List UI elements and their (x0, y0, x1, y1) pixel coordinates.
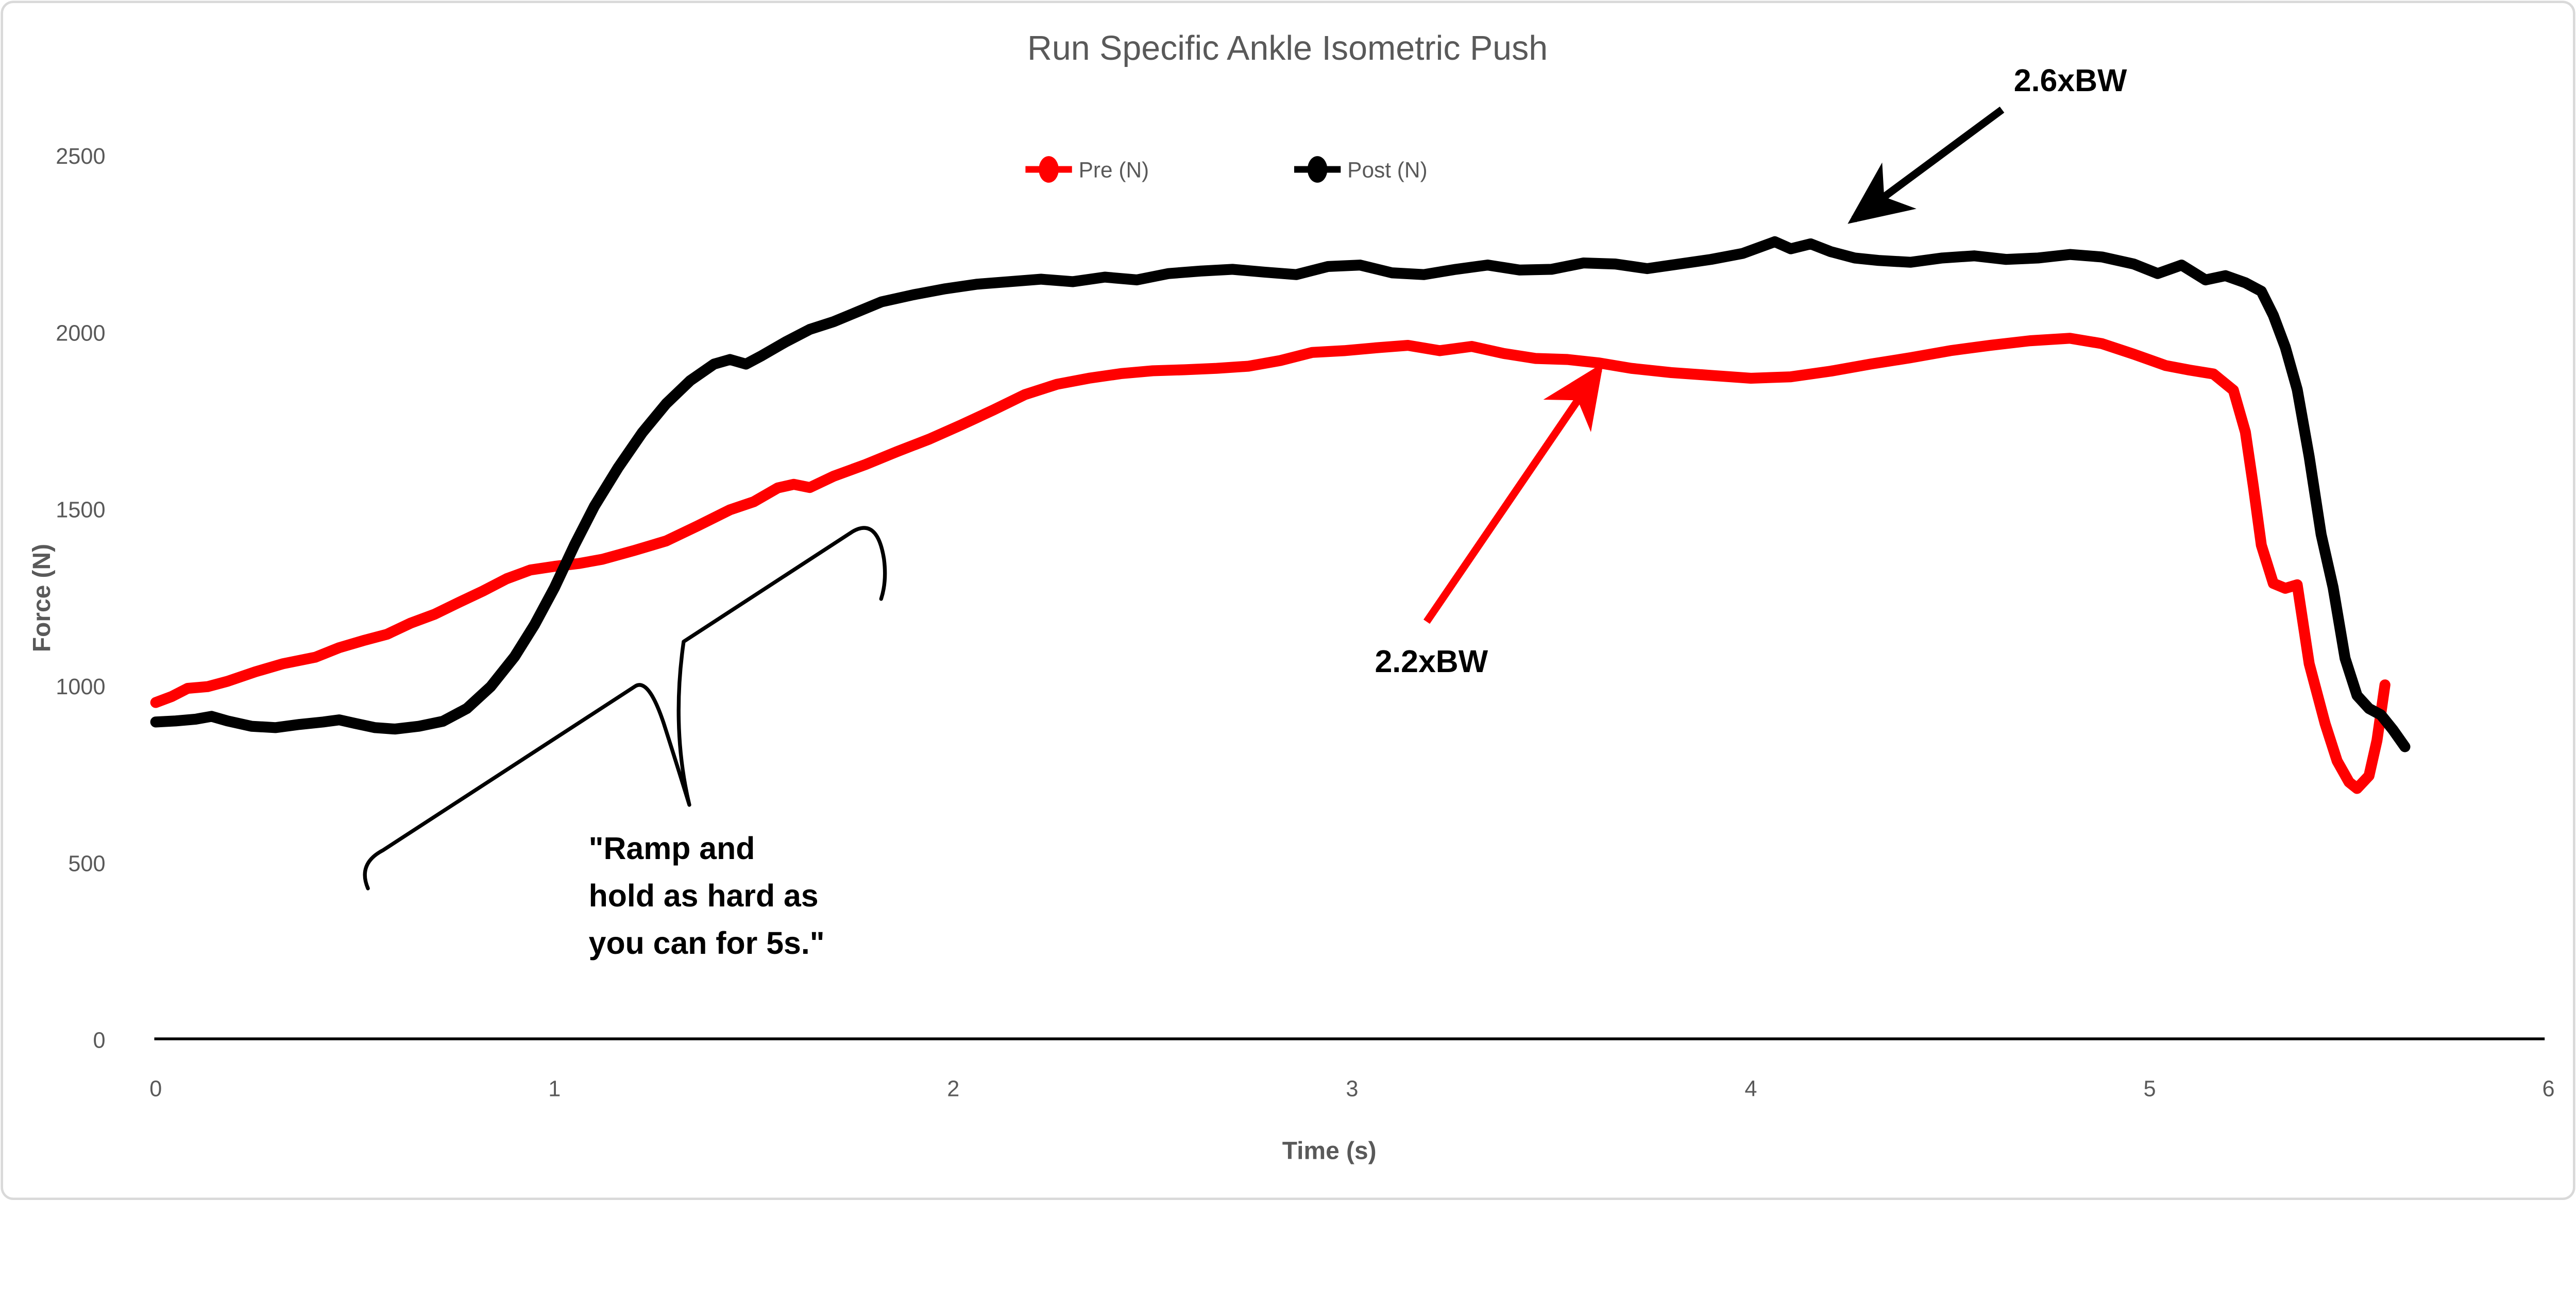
y-axis-tick-labels: 0 500 1000 1500 2000 2500 (56, 144, 105, 1053)
legend-label-post: Post (N) (1347, 158, 1427, 182)
legend-item-pre: Pre (N) (1025, 156, 1149, 183)
post-peak-annotation: 2.6xBW (1848, 63, 2127, 224)
y-tick-label: 1000 (56, 675, 105, 699)
x-tick-label: 6 (2542, 1077, 2554, 1102)
x-tick-label: 5 (2143, 1077, 2156, 1102)
y-tick-label: 1500 (56, 498, 105, 523)
instruction-line-2: hold as hard as (589, 878, 819, 913)
legend: Pre (N) Post (N) (1025, 156, 1428, 183)
post-series-line (150, 236, 2411, 752)
instruction-line-3: you can for 5s." (589, 925, 825, 961)
instruction-note: "Ramp and hold as hard as you can for 5s… (589, 831, 825, 961)
pre-series-line (150, 333, 2391, 794)
y-axis-title: Force (N) (28, 544, 56, 652)
y-tick-label: 500 (68, 851, 105, 876)
x-axis-tick-labels: 0 1 2 3 4 5 6 (149, 1077, 2554, 1102)
pre-peak-annotation: 2.2xBW (1375, 363, 1604, 679)
line-chart: Run Specific Ankle Isometric Push Pre (N… (1, 1, 2575, 1200)
post-peak-arrow (1848, 106, 2005, 224)
ramp-section-brace (363, 526, 887, 890)
y-tick-label: 0 (93, 1028, 105, 1053)
pre-series-legend-marker-dot (1039, 156, 1059, 183)
chart-title: Run Specific Ankle Isometric Push (1027, 29, 1548, 67)
pre-peak-label: 2.2xBW (1375, 644, 1488, 679)
post-peak-label: 2.6xBW (2014, 63, 2127, 98)
x-axis-title: Time (s) (1282, 1137, 1377, 1164)
x-tick-label: 3 (1346, 1077, 1358, 1102)
y-tick-label: 2500 (56, 144, 105, 169)
chart-page: Run Specific Ankle Isometric Push Pre (N… (1, 1, 2575, 1200)
x-tick-label: 1 (548, 1077, 561, 1102)
x-tick-label: 2 (947, 1077, 959, 1102)
x-tick-label: 4 (1744, 1077, 1757, 1102)
chart-border (1, 1, 2575, 1200)
x-tick-label: 0 (149, 1077, 162, 1102)
legend-item-post: Post (N) (1294, 156, 1428, 183)
legend-label-pre: Pre (N) (1079, 158, 1149, 182)
instruction-line-1: "Ramp and (589, 831, 755, 866)
y-tick-label: 2000 (56, 321, 105, 346)
post-series-legend-marker-dot (1307, 156, 1328, 183)
pre-peak-arrow (1423, 363, 1604, 624)
